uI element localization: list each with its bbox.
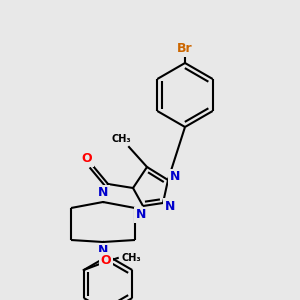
Text: N: N [170, 170, 180, 184]
Text: O: O [82, 152, 92, 166]
Text: N: N [165, 200, 175, 212]
Text: O: O [100, 254, 111, 266]
Text: N: N [98, 187, 108, 200]
Text: CH₃: CH₃ [111, 134, 131, 144]
Text: CH₃: CH₃ [122, 253, 142, 263]
Text: Br: Br [177, 43, 193, 56]
Text: N: N [136, 208, 146, 221]
Text: N: N [98, 244, 108, 257]
